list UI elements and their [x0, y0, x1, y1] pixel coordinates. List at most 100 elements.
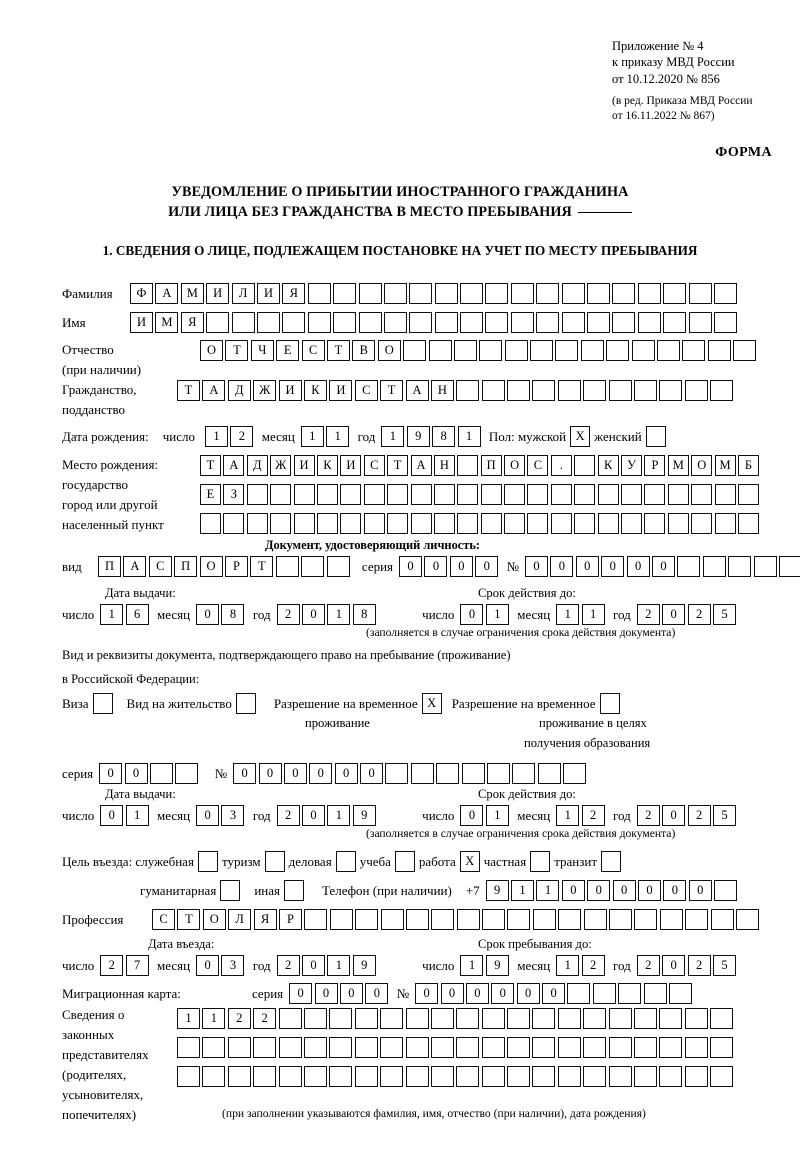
- char-cell[interactable]: 2: [687, 604, 711, 625]
- char-cell[interactable]: [504, 513, 526, 534]
- char-cell[interactable]: 0: [440, 983, 464, 1004]
- char-cell[interactable]: [583, 1037, 607, 1058]
- char-cell[interactable]: К: [597, 455, 619, 476]
- char-cell[interactable]: [714, 880, 738, 901]
- char-cell[interactable]: 0: [663, 880, 687, 901]
- char-cell[interactable]: Л: [228, 909, 252, 930]
- char-cell[interactable]: [405, 1066, 429, 1087]
- char-cell[interactable]: 0: [587, 880, 611, 901]
- char-cell[interactable]: С: [527, 455, 549, 476]
- char-cell[interactable]: [530, 340, 554, 361]
- char-cell[interactable]: 1: [326, 426, 350, 447]
- char-cell[interactable]: 0: [258, 763, 282, 784]
- char-cell[interactable]: 2: [253, 1008, 277, 1029]
- char-cell[interactable]: [710, 1066, 734, 1087]
- char-cell[interactable]: [537, 763, 561, 784]
- char-cell[interactable]: Ф: [130, 283, 153, 304]
- char-cell[interactable]: [597, 513, 619, 534]
- char-cell[interactable]: 2: [227, 1008, 251, 1029]
- char-cell[interactable]: [177, 1066, 200, 1087]
- char-cell[interactable]: 0: [542, 983, 566, 1004]
- char-cell[interactable]: [669, 983, 693, 1004]
- char-cell[interactable]: [380, 1008, 404, 1029]
- char-cell[interactable]: А: [410, 455, 432, 476]
- char-cell[interactable]: [329, 909, 353, 930]
- char-cell[interactable]: Д: [227, 380, 251, 401]
- char-cell[interactable]: [333, 283, 357, 304]
- char-cell[interactable]: [177, 1037, 200, 1058]
- char-cell[interactable]: А: [202, 380, 226, 401]
- char-cell[interactable]: [460, 283, 484, 304]
- char-cell[interactable]: [691, 513, 713, 534]
- char-cell[interactable]: [609, 909, 633, 930]
- char-cell[interactable]: 0: [334, 763, 358, 784]
- char-cell[interactable]: [456, 1008, 480, 1029]
- char-cell[interactable]: [200, 513, 221, 534]
- char-cell[interactable]: 1: [202, 1008, 226, 1029]
- legal-rep-cells-3[interactable]: [177, 1066, 736, 1087]
- char-cell[interactable]: [710, 1037, 734, 1058]
- char-cell[interactable]: [481, 1008, 505, 1029]
- char-cell[interactable]: 0: [360, 763, 384, 784]
- char-cell[interactable]: Т: [380, 380, 404, 401]
- char-cell[interactable]: [677, 556, 701, 577]
- char-cell[interactable]: Т: [177, 909, 201, 930]
- char-cell[interactable]: [246, 513, 268, 534]
- visa-checkbox[interactable]: [92, 693, 113, 714]
- char-cell[interactable]: И: [278, 380, 302, 401]
- char-cell[interactable]: 1: [485, 805, 509, 826]
- char-cell[interactable]: [405, 909, 429, 930]
- char-cell[interactable]: .: [550, 455, 572, 476]
- purpose-private-checkbox[interactable]: [530, 851, 551, 872]
- char-cell[interactable]: [405, 1037, 429, 1058]
- purpose-humanitarian-checkbox[interactable]: [220, 880, 241, 901]
- char-cell[interactable]: К: [316, 455, 338, 476]
- char-cell[interactable]: [512, 763, 536, 784]
- char-cell[interactable]: [644, 484, 666, 505]
- char-cell[interactable]: Н: [430, 380, 454, 401]
- char-cell[interactable]: [583, 1008, 607, 1029]
- char-cell[interactable]: [278, 1066, 302, 1087]
- char-cell[interactable]: [663, 283, 687, 304]
- char-cell[interactable]: [580, 340, 604, 361]
- char-cell[interactable]: [561, 283, 585, 304]
- char-cell[interactable]: Я: [180, 312, 204, 333]
- char-cell[interactable]: 0: [525, 556, 549, 577]
- char-cell[interactable]: 0: [339, 983, 363, 1004]
- char-cell[interactable]: [532, 909, 556, 930]
- char-cell[interactable]: [574, 455, 596, 476]
- char-cell[interactable]: 0: [662, 805, 686, 826]
- char-cell[interactable]: [558, 909, 582, 930]
- char-cell[interactable]: [457, 455, 479, 476]
- char-cell[interactable]: 7: [125, 955, 149, 976]
- char-cell[interactable]: 2: [687, 805, 711, 826]
- char-cell[interactable]: [691, 484, 713, 505]
- char-cell[interactable]: [403, 340, 427, 361]
- char-cell[interactable]: О: [200, 340, 223, 361]
- char-cell[interactable]: 1: [511, 880, 535, 901]
- char-cell[interactable]: О: [199, 556, 223, 577]
- char-cell[interactable]: 0: [475, 556, 499, 577]
- char-cell[interactable]: [583, 380, 607, 401]
- char-cell[interactable]: Д: [246, 455, 268, 476]
- residence-permit-checkbox[interactable]: [235, 693, 256, 714]
- char-cell[interactable]: [410, 763, 434, 784]
- char-cell[interactable]: [456, 1066, 480, 1087]
- char-cell[interactable]: 1: [327, 805, 351, 826]
- char-cell[interactable]: 1: [460, 955, 484, 976]
- char-cell[interactable]: [737, 484, 759, 505]
- char-cell[interactable]: И: [340, 455, 362, 476]
- char-cell[interactable]: 0: [309, 763, 333, 784]
- char-cell[interactable]: П: [480, 455, 502, 476]
- char-cell[interactable]: [231, 312, 255, 333]
- char-cell[interactable]: [659, 1008, 683, 1029]
- char-cell[interactable]: О: [691, 455, 713, 476]
- char-cell[interactable]: [481, 1066, 505, 1087]
- char-cell[interactable]: [380, 1037, 404, 1058]
- purpose-tourism-checkbox[interactable]: [264, 851, 285, 872]
- char-cell[interactable]: У: [621, 455, 643, 476]
- char-cell[interactable]: [329, 1066, 353, 1087]
- char-cell[interactable]: [270, 484, 292, 505]
